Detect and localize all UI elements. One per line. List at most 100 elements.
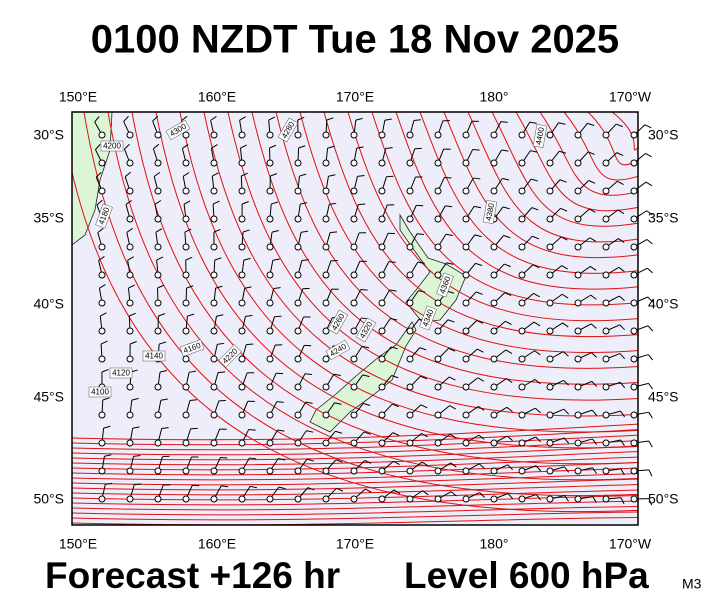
- lat-label-left: 35°S: [33, 210, 64, 226]
- barb-flag: [129, 341, 137, 345]
- barb-station: [378, 383, 386, 391]
- barb-station: [98, 411, 106, 419]
- barb-flag: [123, 116, 129, 122]
- barb-station: [462, 187, 470, 195]
- barb-flag: [298, 145, 306, 149]
- barb-flag: [181, 115, 188, 122]
- barb-flag: [505, 349, 513, 354]
- barb-station: [518, 215, 526, 223]
- barb-flag: [645, 152, 652, 158]
- barb-flag: [391, 375, 399, 379]
- barb-station: [574, 299, 582, 307]
- barb-flag: [591, 352, 597, 358]
- barb-station: [238, 383, 246, 391]
- barb-station: [462, 411, 470, 419]
- barb-station: [406, 355, 414, 363]
- contour-line: [611, 112, 638, 151]
- contour-line: [72, 473, 638, 486]
- barb-station: [182, 215, 190, 223]
- barb-flag: [99, 284, 106, 289]
- barb-flag: [220, 456, 228, 459]
- barb-station: [210, 215, 218, 223]
- barb-station: [210, 467, 218, 475]
- barb-flag: [241, 201, 249, 205]
- barb-station: [126, 187, 134, 195]
- barb-flag: [155, 228, 163, 233]
- barb-flag: [647, 296, 654, 303]
- contour-label: 4140: [142, 350, 166, 362]
- barb-station: [266, 495, 274, 503]
- barb-flag: [446, 262, 454, 265]
- barb-flag: [505, 320, 512, 326]
- barb-station: [210, 299, 218, 307]
- barb-station: [462, 215, 470, 223]
- barb-flag: [648, 411, 653, 419]
- barb-flag: [125, 199, 132, 205]
- barb-station: [602, 411, 610, 419]
- barb-flag: [244, 286, 252, 289]
- barb-station: [154, 299, 162, 307]
- contour-label-box: [532, 124, 548, 148]
- barb-station: [434, 327, 442, 335]
- barb-flag: [100, 340, 108, 345]
- barb-flag: [278, 486, 286, 490]
- barb-flag: [385, 147, 393, 149]
- barb-station: [490, 131, 498, 139]
- barb-station: [182, 299, 190, 307]
- barb-flag: [212, 172, 219, 177]
- barb-flag: [246, 343, 254, 346]
- barb-station: [518, 187, 526, 195]
- barb-flag: [363, 431, 371, 435]
- barb-flag: [590, 294, 597, 300]
- barb-station: [462, 467, 470, 475]
- barb-station: [322, 299, 330, 307]
- barb-flag: [242, 229, 250, 233]
- contour-label-text: 4140: [145, 352, 163, 361]
- barb-flag: [330, 231, 338, 234]
- contour-label-box: [325, 339, 351, 361]
- barb-flag: [535, 465, 542, 472]
- barb-station: [434, 159, 442, 167]
- barb-flag: [213, 228, 221, 233]
- barb-station: [350, 299, 358, 307]
- barb-station: [294, 327, 302, 335]
- barb-station: [602, 467, 610, 475]
- barb-flag: [335, 430, 343, 434]
- lat-label-right: 30°S: [648, 127, 679, 143]
- barb-station: [378, 271, 386, 279]
- barb-flag: [212, 200, 220, 205]
- barb-station: [350, 215, 358, 223]
- barb-flag: [278, 457, 286, 461]
- barb-station: [350, 327, 358, 335]
- barb-flag: [506, 435, 513, 442]
- contour-label-box: [419, 305, 437, 331]
- barb-flag: [301, 259, 309, 262]
- barb-flag: [558, 122, 566, 125]
- barb-station: [154, 383, 162, 391]
- barb-flag: [98, 256, 105, 261]
- barb-station: [630, 299, 638, 307]
- barb-flag: [533, 321, 541, 327]
- barb-flag: [620, 410, 626, 418]
- barb-flag: [646, 210, 653, 216]
- barb-flag: [157, 284, 165, 289]
- barb-station: [434, 495, 442, 503]
- lat-label-left: 30°S: [33, 127, 64, 143]
- barb-flag: [134, 483, 142, 486]
- barb-flag: [300, 230, 309, 233]
- barb-station: [574, 495, 582, 503]
- barb-station: [98, 495, 106, 503]
- barb-station: [574, 467, 582, 475]
- barb-flag: [329, 202, 337, 205]
- barb-flag: [647, 354, 654, 361]
- lon-label-top: 180°: [480, 89, 509, 105]
- barb-flag: [472, 149, 480, 151]
- barb-flag: [422, 490, 429, 496]
- barb-flag: [563, 380, 569, 386]
- barb-flag: [563, 408, 570, 415]
- barb-flag: [535, 494, 542, 501]
- barb-flag: [239, 116, 246, 121]
- barb-flag: [357, 174, 365, 177]
- barb-flag: [477, 348, 484, 353]
- barb-station: [518, 243, 526, 251]
